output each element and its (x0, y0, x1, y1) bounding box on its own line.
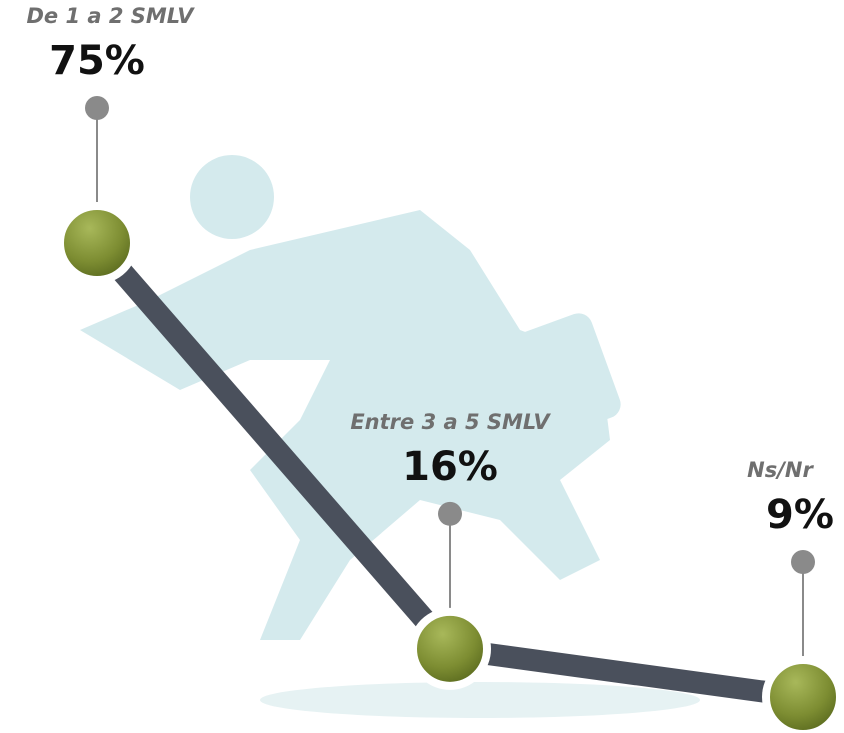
pin-dot (791, 550, 815, 574)
runner-figure (80, 155, 700, 718)
value-label: 75% (49, 38, 145, 84)
category-label: Entre 3 a 5 SMLV (350, 410, 551, 434)
pin-dot (85, 96, 109, 120)
marker (409, 607, 491, 690)
category-label: Ns/Nr (747, 458, 814, 482)
pin-dot (438, 501, 462, 526)
value-label: 9% (766, 492, 834, 538)
category-label: De 1 a 2 SMLV (26, 4, 195, 28)
marker (762, 656, 844, 733)
marker (56, 202, 138, 284)
value-label: 16% (402, 444, 498, 490)
